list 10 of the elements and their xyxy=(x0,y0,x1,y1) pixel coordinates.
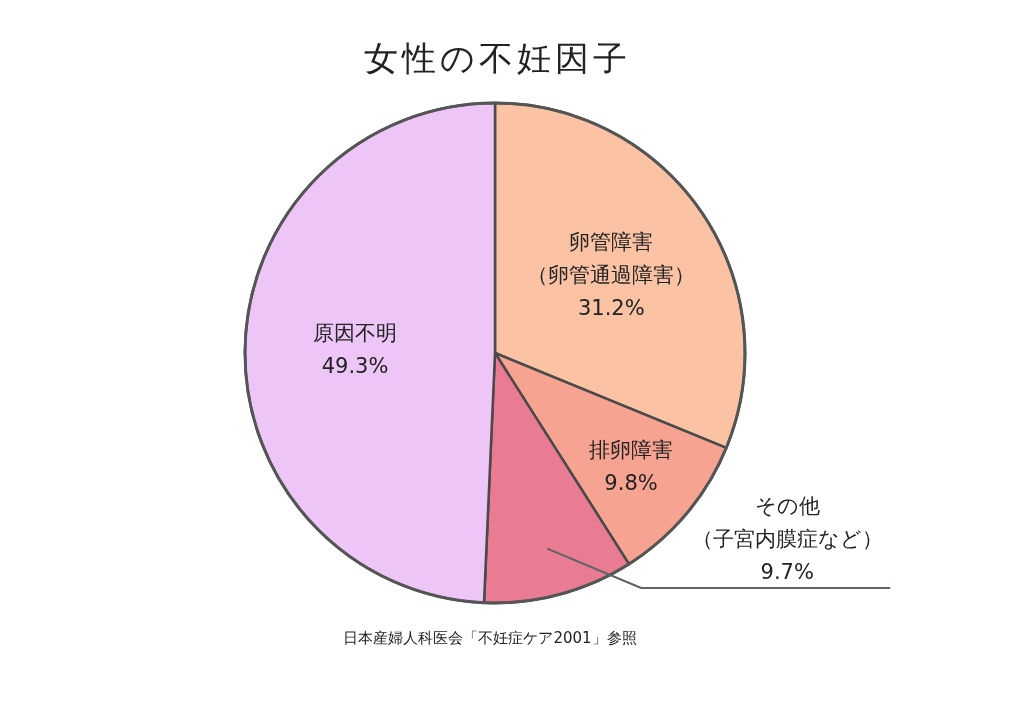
chart-title: 女性の不妊因子 xyxy=(363,38,631,78)
slice-label: 卵管障害（卵管通過障害） xyxy=(527,230,696,288)
slice-label: 原因不明 xyxy=(313,321,398,346)
data-label: 31.2% xyxy=(577,296,645,321)
slice-label: 排卵障害 xyxy=(589,438,674,463)
text: 日本産婦人科医会「不妊症ケア2001」参照 xyxy=(343,629,637,647)
slice-label: その他（子宮内膜症など） xyxy=(691,494,883,551)
data-label: 9.7% xyxy=(760,560,814,584)
data-label: 49.3% xyxy=(321,354,389,379)
data-label: 9.8% xyxy=(604,471,658,496)
